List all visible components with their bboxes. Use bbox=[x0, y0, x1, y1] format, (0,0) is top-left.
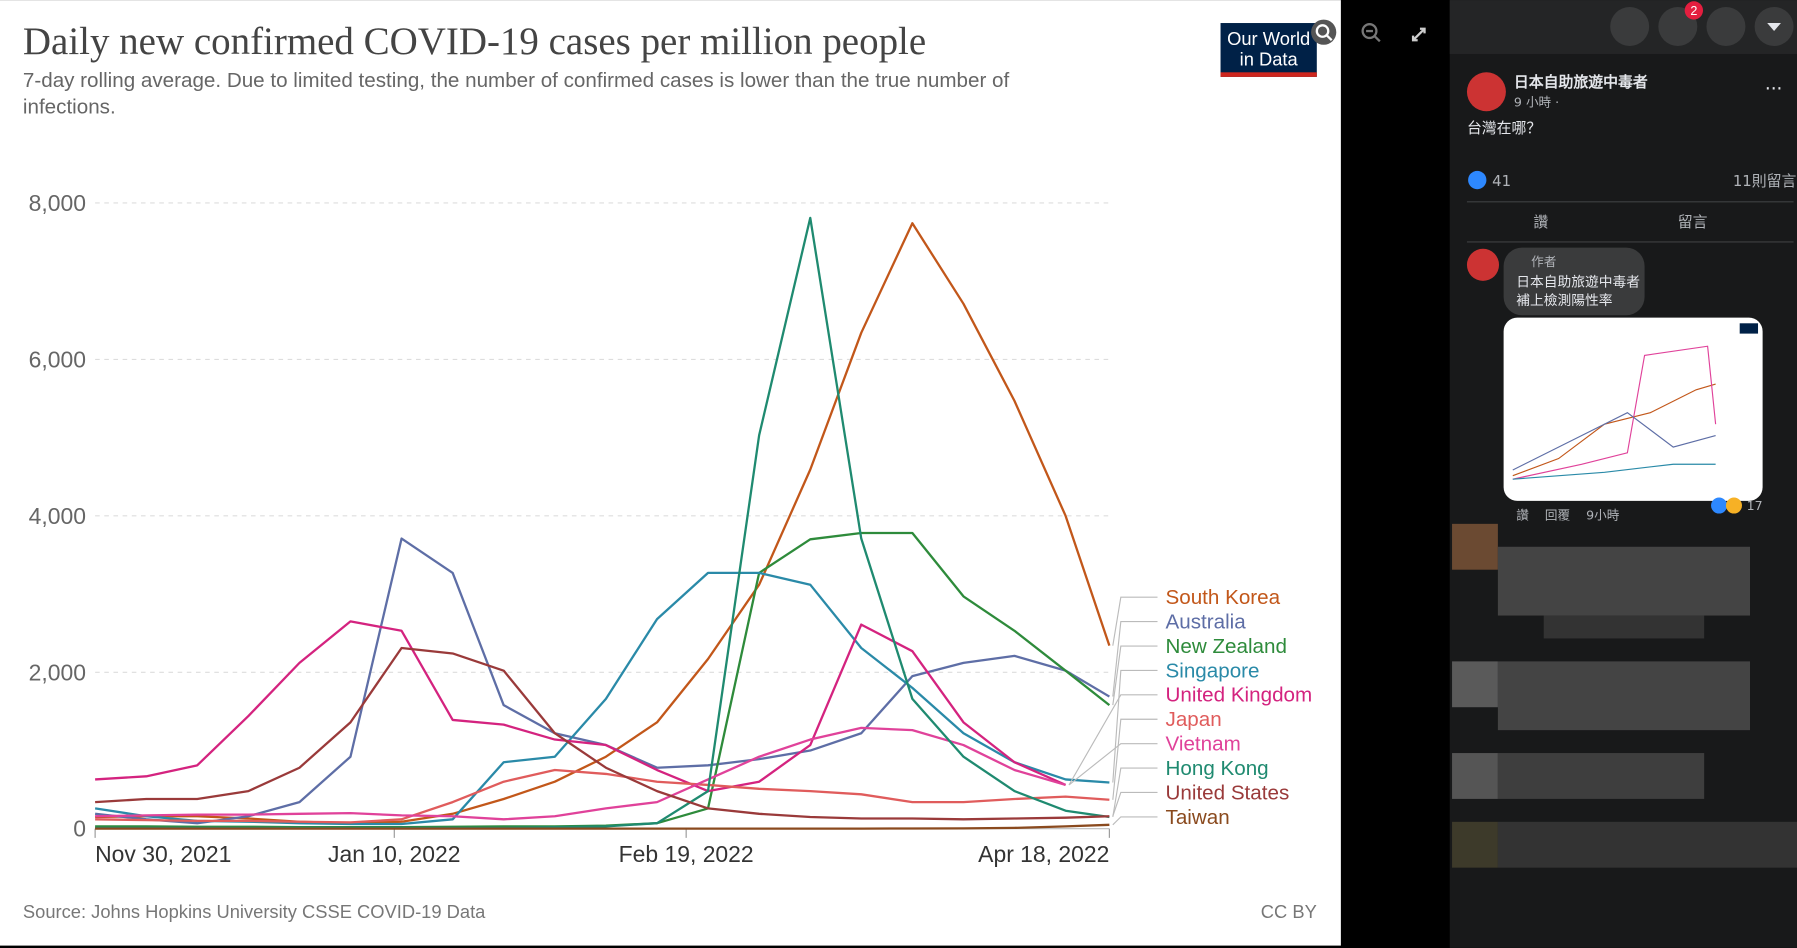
series-line bbox=[95, 726, 1066, 821]
reaction-count: 17 bbox=[1747, 498, 1763, 513]
legend-label: New Zealand bbox=[1166, 635, 1287, 658]
legend-connector bbox=[1112, 791, 1158, 817]
avatar bbox=[1466, 248, 1500, 281]
zoom-out[interactable] bbox=[1361, 23, 1381, 43]
blurred-content bbox=[1452, 523, 1797, 868]
notification-button[interactable] bbox=[1706, 6, 1746, 46]
plot: 0 2,000 4,000 6,000 8,000 Nov 30, 2021 Jan 10,… bbox=[29, 190, 1313, 867]
y-tick-label: 8,000 bbox=[29, 190, 86, 216]
reaction-icon bbox=[1725, 497, 1742, 514]
legend-connector bbox=[1068, 694, 1158, 786]
zoom-in[interactable] bbox=[1311, 19, 1337, 45]
comment-like[interactable]: 讚 bbox=[1516, 507, 1529, 522]
chart-subtitle: 7-day rolling average. Due to limited te… bbox=[23, 69, 1010, 92]
like-button[interactable]: 讚 bbox=[1533, 213, 1548, 231]
fullscreen[interactable] bbox=[1411, 27, 1426, 42]
comment-reply[interactable]: 回覆 bbox=[1545, 507, 1571, 522]
post-author[interactable]: 日本自助旅遊中毒者 bbox=[1514, 73, 1648, 91]
author-tag: 作者 bbox=[1531, 254, 1556, 269]
logo-text: Our World bbox=[1227, 28, 1310, 49]
series-line bbox=[95, 222, 1111, 825]
logo-text: in Data bbox=[1240, 48, 1299, 69]
logo bbox=[1220, 23, 1317, 77]
legend-connector bbox=[1112, 669, 1158, 783]
series-line bbox=[95, 620, 1067, 793]
series-line bbox=[95, 646, 1110, 821]
x-tick-label: Nov 30, 2021 bbox=[95, 841, 231, 867]
legend-connector bbox=[1112, 621, 1158, 697]
legend-label: United Kingdom bbox=[1166, 684, 1313, 707]
comment-image[interactable] bbox=[1503, 317, 1763, 501]
legend-label: Hong Kong bbox=[1166, 757, 1269, 780]
more-button[interactable]: ··· bbox=[1765, 79, 1782, 100]
y-tick-label: 4,000 bbox=[29, 503, 86, 529]
legend-label: Singapore bbox=[1166, 659, 1260, 682]
badge bbox=[1684, 1, 1704, 20]
legend-connector bbox=[1112, 767, 1158, 818]
y-tick-label: 6,000 bbox=[29, 346, 86, 372]
legend-connector bbox=[1068, 743, 1158, 786]
legend-label: Vietnam bbox=[1166, 733, 1241, 756]
like-count: 41 bbox=[1492, 172, 1511, 190]
logo-bar bbox=[1220, 72, 1317, 77]
legend-connector bbox=[1112, 645, 1158, 706]
legend-connector bbox=[1112, 816, 1158, 826]
legend-label: United States bbox=[1166, 781, 1290, 804]
legend-label: Taiwan bbox=[1166, 806, 1230, 829]
post-text: 台灣在哪？ bbox=[1467, 119, 1541, 137]
comment-button[interactable]: 留言 bbox=[1678, 213, 1708, 231]
post-time: 9 小時 · bbox=[1514, 95, 1559, 110]
top-icons: 2 bbox=[1610, 1, 1794, 46]
x-tick-label: Apr 18, 2022 bbox=[978, 841, 1109, 867]
comment-time: 9小時 bbox=[1586, 507, 1620, 522]
chart-subtitle: infections. bbox=[23, 96, 116, 119]
y-tick-label: 0 bbox=[73, 816, 86, 842]
comment-count[interactable]: 11則留言 bbox=[1733, 172, 1797, 190]
comment-bubble bbox=[1503, 247, 1645, 316]
badge-count: 2 bbox=[1690, 4, 1697, 18]
chart-title: Daily new confirmed COVID-19 cases per m… bbox=[23, 20, 926, 63]
comment-author[interactable]: 日本自助旅遊中毒者 bbox=[1516, 275, 1640, 291]
x-tick-label: Feb 19, 2022 bbox=[619, 841, 754, 867]
x-tick-label: Jan 10, 2022 bbox=[328, 841, 460, 867]
legend-connector bbox=[1112, 718, 1158, 800]
avatar bbox=[1466, 72, 1506, 112]
y-tick-label: 2,000 bbox=[29, 659, 86, 685]
license: CC BY bbox=[1261, 901, 1317, 922]
legend-label: Australia bbox=[1166, 610, 1247, 633]
source: Source: Johns Hopkins University CSSE CO… bbox=[23, 901, 486, 922]
series-line bbox=[95, 823, 1110, 830]
like-icon bbox=[1468, 170, 1487, 190]
legend-connector bbox=[1112, 596, 1158, 646]
series-line bbox=[95, 768, 1110, 824]
chart-panel bbox=[0, 0, 1341, 946]
legend-label: South Korea bbox=[1166, 586, 1281, 609]
menu-button[interactable] bbox=[1610, 6, 1650, 46]
legend-label: Japan bbox=[1166, 708, 1222, 731]
reaction-icon bbox=[1711, 497, 1728, 514]
comment-text: 補上檢測陽性率 bbox=[1516, 292, 1613, 309]
